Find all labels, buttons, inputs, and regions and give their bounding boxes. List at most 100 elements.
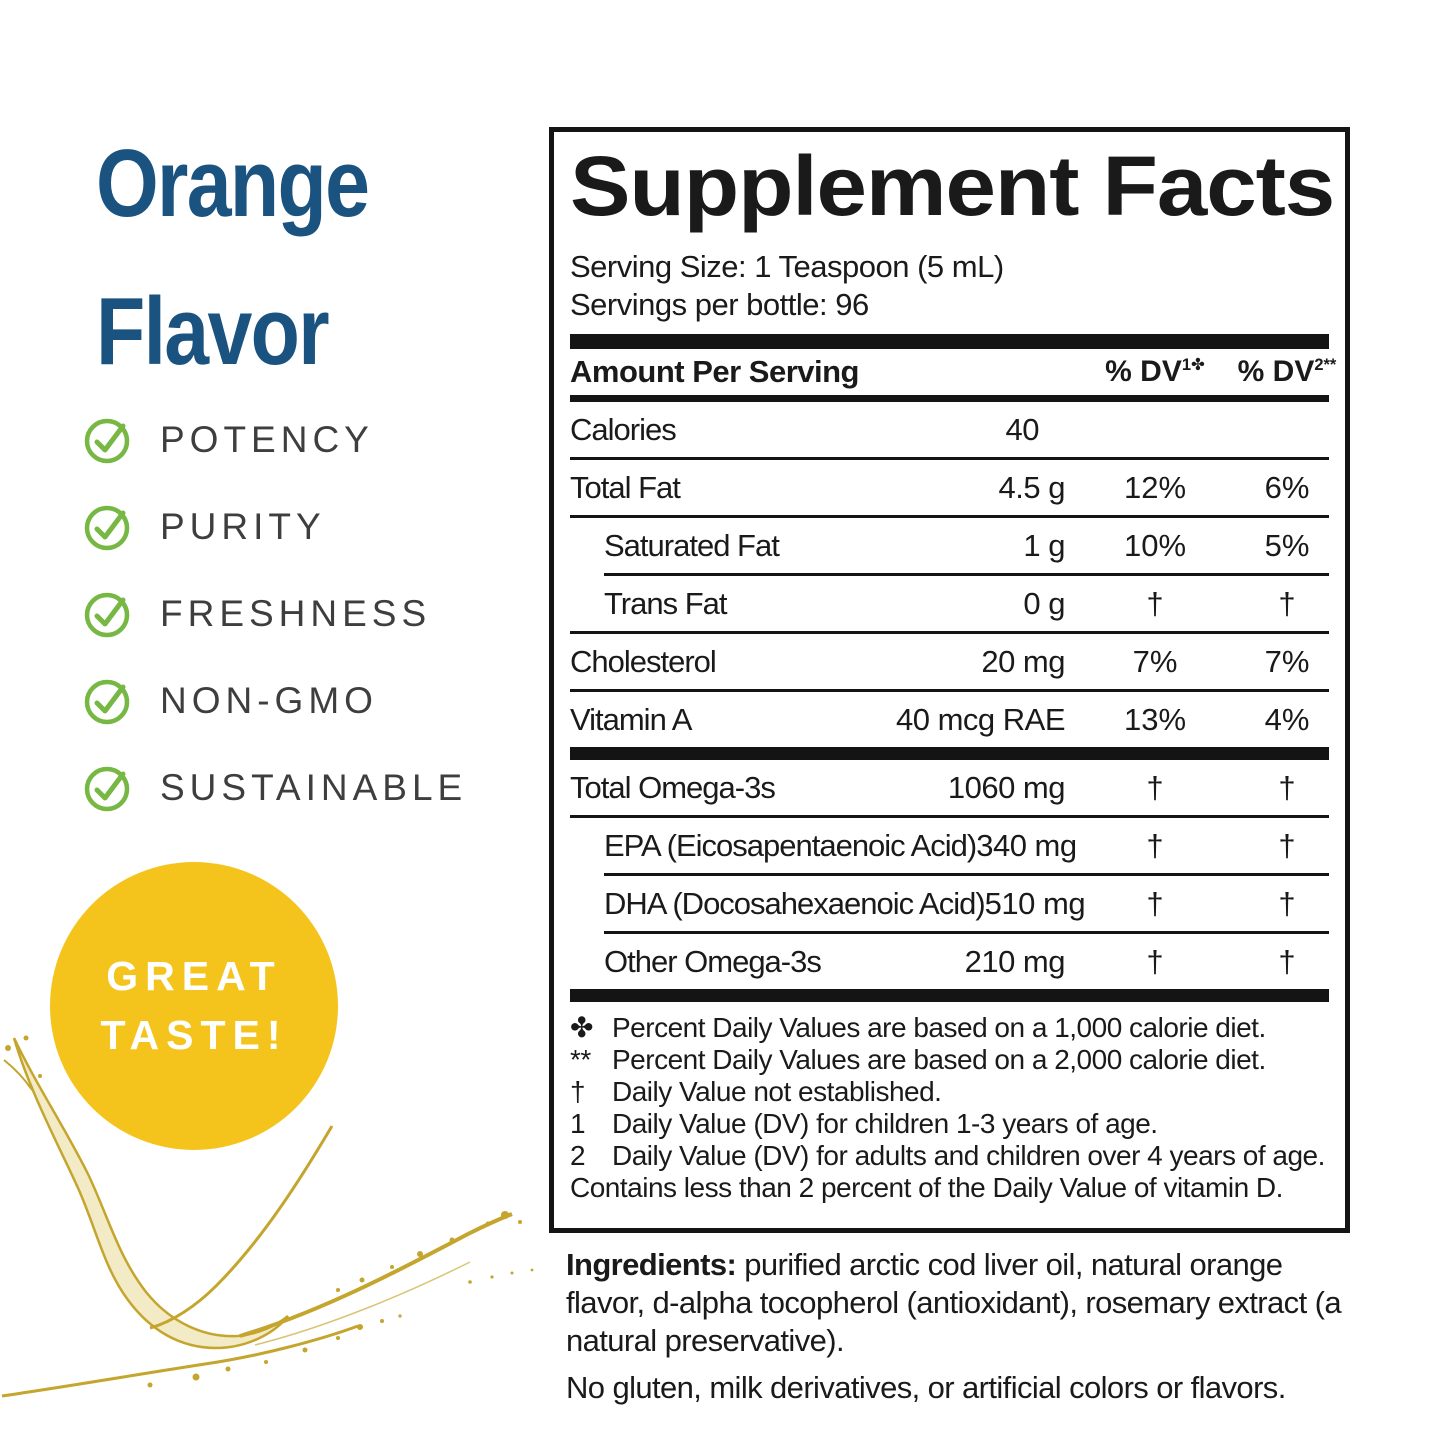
feature-label: FRESHNESS: [160, 592, 432, 634]
check-circle-icon: [82, 502, 132, 552]
footnote: † Daily Value not established.: [570, 1076, 1329, 1108]
divider-bar: [570, 395, 1329, 402]
dv1-superscript: 1✤: [1181, 356, 1205, 374]
dv1-column-header: % DV1✤: [1105, 355, 1205, 389]
ingredients-label: Ingredients:: [566, 1247, 737, 1282]
dv-children-value: 13%: [1123, 701, 1187, 737]
nutrient-row: Vitamin A 40 mcg RAE 13% 4%: [570, 692, 1329, 747]
footnote-symbol: 2: [570, 1140, 586, 1171]
check-circle-icon: [82, 415, 132, 465]
dv-children-value: †: [1146, 943, 1164, 979]
nutrient-row: DHA (Docosahexaenoic Acid) 510 mg † †: [570, 876, 1329, 931]
dv-adults-value: 4%: [1264, 701, 1310, 737]
divider-bar: [570, 989, 1329, 1002]
table-header: Amount Per Serving % DV1✤ % DV2**: [570, 349, 1336, 395]
ingredients-line: Ingredients: purified arctic cod liver o…: [566, 1246, 1366, 1360]
footnote-symbol: 1: [570, 1108, 586, 1139]
divider-bar: [570, 334, 1329, 349]
allergen-note: No gluten, milk derivatives, or artifici…: [566, 1370, 1286, 1405]
dv-adults-value: 6%: [1264, 469, 1310, 505]
footnote-text: Daily Value (DV) for adults and children…: [612, 1140, 1325, 1171]
dv-adults-value: †: [1278, 585, 1296, 621]
dv-children-value: 12%: [1123, 469, 1187, 505]
check-circle-icon: [82, 763, 132, 813]
nutrient-amount: 4.5 g: [998, 469, 1066, 505]
row-divider: [570, 815, 1329, 818]
dv-children-value: 7%: [1132, 643, 1178, 679]
nutrient-name: Cholesterol: [570, 643, 717, 679]
footnote: Contains less than 2 percent of the Dail…: [570, 1172, 1329, 1204]
feature-label: PURITY: [160, 505, 326, 547]
row-divider-indented: [604, 931, 1329, 934]
dv-adults-value: 5%: [1264, 527, 1310, 563]
feature-label: SUSTAINABLE: [160, 766, 468, 808]
nutrient-cell: DHA (Docosahexaenoic Acid) 510 mg: [570, 885, 1086, 922]
dv-children-value: †: [1146, 585, 1164, 621]
nutrient-amount: 510 mg: [984, 885, 1086, 921]
footnote-text: Percent Daily Values are based on a 1,00…: [612, 1012, 1266, 1043]
nutrient-row: Cholesterol 20 mg 7% 7%: [570, 634, 1329, 689]
row-divider: [570, 515, 1329, 518]
footnote-symbol: ✤: [570, 1012, 593, 1043]
footnotes: ✤ Percent Daily Values are based on a 1,0…: [570, 1012, 1329, 1204]
nutrient-row: Total Omega-3s 1060 mg † †: [570, 760, 1329, 815]
footnote: 1 Daily Value (DV) for children 1-3 years…: [570, 1108, 1329, 1140]
nutrient-name: DHA (Docosahexaenoic Acid): [604, 885, 986, 921]
dv-adults-value: 7%: [1264, 643, 1310, 679]
feature-list: POTENCY PURITY FRESHNESS NON-GMO SUSTAINABLE: [82, 396, 467, 831]
nutrient-cell: Total Fat 4.5 g: [570, 469, 1066, 506]
footnote: ✤ Percent Daily Values are based on a 1,0…: [570, 1012, 1329, 1044]
dv2-label: % DV: [1237, 355, 1315, 388]
amount-per-serving-header: Amount Per Serving: [570, 354, 860, 389]
section-bar: [570, 747, 1329, 760]
dv-adults-value: †: [1278, 943, 1296, 979]
nutrient-name: Trans Fat: [604, 585, 728, 621]
nutrient-amount: 1 g: [1023, 527, 1065, 563]
nutrient-amount: 40: [1005, 411, 1040, 447]
feature-item: POTENCY: [82, 396, 467, 483]
check-circle-icon: [82, 589, 132, 639]
feature-label: POTENCY: [160, 418, 374, 460]
row-divider-indented: [604, 573, 1329, 576]
badge-line1: GREAT: [106, 953, 282, 999]
row-divider-indented: [604, 873, 1329, 876]
footnote-text: Contains less than 2 percent of the Dail…: [570, 1172, 1283, 1203]
row-divider: [570, 457, 1329, 460]
nutrient-row: Other Omega-3s 210 mg † †: [570, 934, 1329, 989]
nutrient-amount: 210 mg: [964, 943, 1066, 979]
badge-line2: TASTE!: [100, 1012, 288, 1058]
nutrient-name: Vitamin A: [570, 701, 692, 737]
servings-per-bottle: Servings per bottle: 96: [570, 287, 869, 322]
nutrient-cell: Calories 40: [570, 412, 1065, 448]
nutrient-cell: Cholesterol 20 mg: [570, 644, 1065, 680]
nutrient-cell: Other Omega-3s 210 mg: [570, 943, 1066, 980]
nutrient-name: Saturated Fat: [604, 527, 780, 563]
nutrient-name: Other Omega-3s: [604, 943, 822, 979]
dv-adults-value: †: [1278, 769, 1296, 805]
flavor-title: Orange Flavor: [96, 110, 370, 406]
dv-children-value: 10%: [1123, 527, 1187, 563]
dv2-column-header: % DV2**: [1238, 355, 1337, 389]
dv-children-value: †: [1146, 769, 1164, 805]
feature-item: PURITY: [82, 483, 467, 570]
dv-adults-value: †: [1278, 827, 1296, 863]
nutrient-row: EPA (Eicosapentaenoic Acid) 340 mg † †: [570, 818, 1329, 873]
supplement-facts-title: Supplement Facts: [570, 139, 1335, 233]
nutrient-row: Total Fat 4.5 g 12% 6%: [570, 460, 1329, 515]
nutrient-name: EPA (Eicosapentaenoic Acid): [604, 827, 977, 863]
dv-adults-value: †: [1278, 885, 1296, 921]
nutrient-amount: 20 mg: [981, 643, 1065, 679]
nutrient-amount: 0 g: [1023, 585, 1065, 621]
nutrient-cell: Trans Fat 0 g: [570, 586, 1065, 622]
footnote: ** Percent Daily Values are based on a 2,…: [570, 1044, 1329, 1076]
feature-item: FRESHNESS: [82, 570, 467, 657]
feature-item: NON-GMO: [82, 657, 467, 744]
dv-children-value: †: [1146, 885, 1164, 921]
nutrient-cell: EPA (Eicosapentaenoic Acid) 340 mg: [570, 827, 1077, 864]
nutrient-cell: Saturated Fat 1 g: [570, 528, 1065, 564]
footnote-text: Daily Value (DV) for children 1-3 years …: [612, 1108, 1158, 1139]
feature-label: NON-GMO: [160, 679, 378, 721]
ingredients-text: purified arctic cod liver oil, natural o…: [566, 1247, 1342, 1358]
oil-splash-illustration: [1, 1035, 534, 1398]
ingredients-section: Ingredients: purified arctic cod liver o…: [566, 1246, 1366, 1407]
